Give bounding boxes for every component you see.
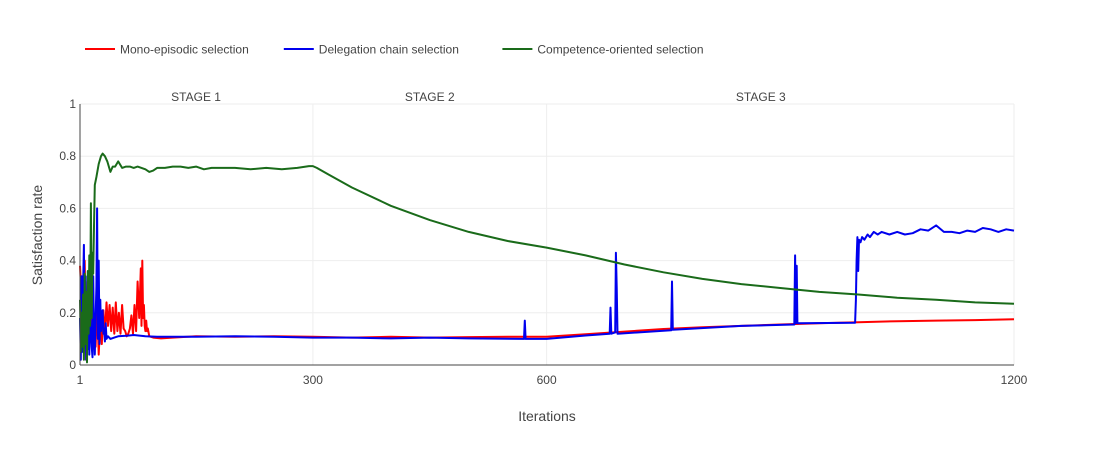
y-tick-label: 0 bbox=[69, 358, 76, 372]
axes: 0 0.2 0.4 0.6 0.8 1 1 300 600 1200 STAGE 1 STAGE 2 S… bbox=[59, 90, 1027, 387]
legend-label: Delegation chain selection bbox=[319, 43, 459, 57]
stage-label: STAGE 3 bbox=[736, 90, 786, 104]
y-tick-label: 0.8 bbox=[59, 149, 76, 163]
legend-item[interactable]: Mono-episodic selection bbox=[85, 43, 249, 57]
legend-item[interactable]: Competence-oriented selection bbox=[502, 43, 704, 57]
legend-item[interactable]: Delegation chain selection bbox=[283, 43, 459, 57]
stage-label: STAGE 2 bbox=[405, 90, 455, 104]
x-tick-label: 300 bbox=[303, 373, 323, 387]
y-tick-label: 1 bbox=[69, 97, 76, 111]
y-axis-title: Satisfaction rate bbox=[29, 185, 45, 286]
y-tick-label: 0.6 bbox=[59, 201, 76, 215]
series-line bbox=[79, 152, 1015, 364]
stage-label: STAGE 1 bbox=[171, 90, 221, 104]
series-lines bbox=[79, 152, 1015, 364]
legend-label: Competence-oriented selection bbox=[537, 43, 703, 57]
x-axis-title: Iterations bbox=[518, 408, 576, 424]
x-tick-label: 600 bbox=[537, 373, 557, 387]
x-tick-label: 1 bbox=[77, 373, 84, 387]
grid bbox=[80, 103, 1015, 365]
y-tick-label: 0.4 bbox=[59, 254, 76, 268]
x-tick-label: 1200 bbox=[1001, 373, 1028, 387]
legend-label: Mono-episodic selection bbox=[120, 43, 249, 57]
series-line bbox=[79, 207, 1015, 361]
y-tick-label: 0.2 bbox=[59, 306, 76, 320]
legend[interactable]: Mono-episodic selection Delegation chain … bbox=[85, 43, 704, 57]
